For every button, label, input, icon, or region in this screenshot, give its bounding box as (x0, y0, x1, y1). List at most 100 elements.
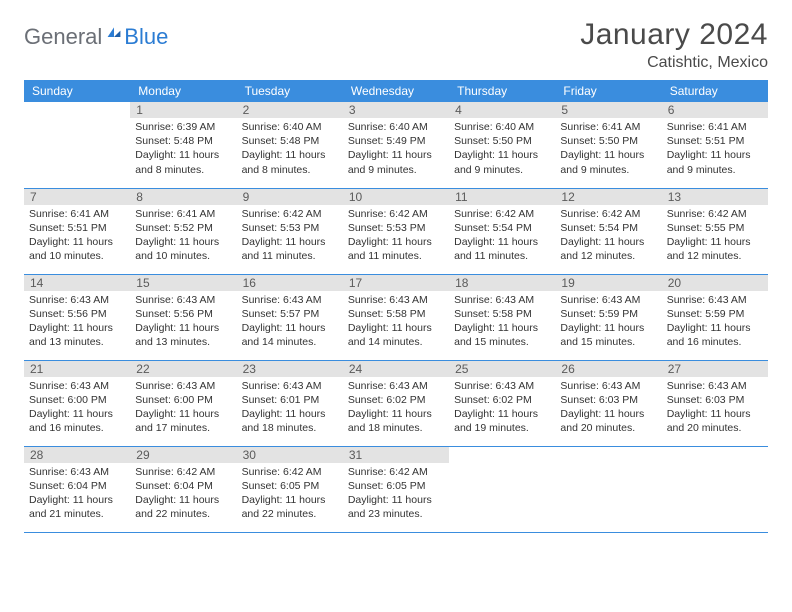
day-info: Sunrise: 6:43 AMSunset: 6:03 PMDaylight:… (555, 377, 661, 440)
day-info: Sunrise: 6:43 AMSunset: 6:00 PMDaylight:… (130, 377, 236, 440)
day-info: Sunrise: 6:43 AMSunset: 6:02 PMDaylight:… (449, 377, 555, 440)
weekday-header: Monday (130, 80, 236, 102)
day-number: 9 (237, 189, 343, 205)
calendar-body: 1Sunrise: 6:39 AMSunset: 5:48 PMDaylight… (24, 102, 768, 532)
day-number: 1 (130, 102, 236, 118)
calendar-day-cell: 31Sunrise: 6:42 AMSunset: 6:05 PMDayligh… (343, 446, 449, 532)
day-info: Sunrise: 6:43 AMSunset: 5:59 PMDaylight:… (555, 291, 661, 354)
day-number: 5 (555, 102, 661, 118)
calendar-week-row: 28Sunrise: 6:43 AMSunset: 6:04 PMDayligh… (24, 446, 768, 532)
day-info: Sunrise: 6:43 AMSunset: 5:56 PMDaylight:… (24, 291, 130, 354)
day-info: Sunrise: 6:41 AMSunset: 5:51 PMDaylight:… (662, 118, 768, 181)
day-info: Sunrise: 6:42 AMSunset: 6:05 PMDaylight:… (343, 463, 449, 526)
day-number: 11 (449, 189, 555, 205)
day-number: 29 (130, 447, 236, 463)
calendar-day-cell: 14Sunrise: 6:43 AMSunset: 5:56 PMDayligh… (24, 274, 130, 360)
day-number: 13 (662, 189, 768, 205)
location-label: Catishtic, Mexico (580, 54, 768, 72)
day-number: 28 (24, 447, 130, 463)
day-number: 30 (237, 447, 343, 463)
calendar-day-cell: 18Sunrise: 6:43 AMSunset: 5:58 PMDayligh… (449, 274, 555, 360)
title-block: January 2024 Catishtic, Mexico (580, 18, 768, 72)
day-number: 12 (555, 189, 661, 205)
day-info: Sunrise: 6:40 AMSunset: 5:49 PMDaylight:… (343, 118, 449, 181)
day-number: 25 (449, 361, 555, 377)
calendar-day-cell: 22Sunrise: 6:43 AMSunset: 6:00 PMDayligh… (130, 360, 236, 446)
logo-text-blue: Blue (124, 24, 168, 50)
day-info: Sunrise: 6:42 AMSunset: 5:55 PMDaylight:… (662, 205, 768, 268)
calendar-day-cell: 16Sunrise: 6:43 AMSunset: 5:57 PMDayligh… (237, 274, 343, 360)
calendar-day-cell: 1Sunrise: 6:39 AMSunset: 5:48 PMDaylight… (130, 102, 236, 188)
day-info: Sunrise: 6:41 AMSunset: 5:52 PMDaylight:… (130, 205, 236, 268)
day-info: Sunrise: 6:43 AMSunset: 5:57 PMDaylight:… (237, 291, 343, 354)
day-number: 22 (130, 361, 236, 377)
weekday-header: Thursday (449, 80, 555, 102)
header: General Blue January 2024 Catishtic, Mex… (24, 18, 768, 72)
day-number: 26 (555, 361, 661, 377)
day-number: 3 (343, 102, 449, 118)
day-number: 2 (237, 102, 343, 118)
day-info: Sunrise: 6:39 AMSunset: 5:48 PMDaylight:… (130, 118, 236, 181)
weekday-header: Wednesday (343, 80, 449, 102)
day-info: Sunrise: 6:42 AMSunset: 5:54 PMDaylight:… (555, 205, 661, 268)
calendar-day-cell: 5Sunrise: 6:41 AMSunset: 5:50 PMDaylight… (555, 102, 661, 188)
calendar-day-cell: 25Sunrise: 6:43 AMSunset: 6:02 PMDayligh… (449, 360, 555, 446)
day-info: Sunrise: 6:41 AMSunset: 5:50 PMDaylight:… (555, 118, 661, 181)
calendar-day-cell: 28Sunrise: 6:43 AMSunset: 6:04 PMDayligh… (24, 446, 130, 532)
page-title: January 2024 (580, 18, 768, 52)
day-info: Sunrise: 6:43 AMSunset: 5:56 PMDaylight:… (130, 291, 236, 354)
calendar-day-cell (662, 446, 768, 532)
day-info: Sunrise: 6:43 AMSunset: 5:58 PMDaylight:… (343, 291, 449, 354)
day-info: Sunrise: 6:43 AMSunset: 6:03 PMDaylight:… (662, 377, 768, 440)
calendar-day-cell (555, 446, 661, 532)
calendar-day-cell: 7Sunrise: 6:41 AMSunset: 5:51 PMDaylight… (24, 188, 130, 274)
calendar-day-cell: 26Sunrise: 6:43 AMSunset: 6:03 PMDayligh… (555, 360, 661, 446)
day-number: 4 (449, 102, 555, 118)
day-info: Sunrise: 6:43 AMSunset: 6:04 PMDaylight:… (24, 463, 130, 526)
calendar-week-row: 14Sunrise: 6:43 AMSunset: 5:56 PMDayligh… (24, 274, 768, 360)
calendar-day-cell: 2Sunrise: 6:40 AMSunset: 5:48 PMDaylight… (237, 102, 343, 188)
calendar-day-cell: 10Sunrise: 6:42 AMSunset: 5:53 PMDayligh… (343, 188, 449, 274)
day-info: Sunrise: 6:42 AMSunset: 5:53 PMDaylight:… (237, 205, 343, 268)
calendar-day-cell: 12Sunrise: 6:42 AMSunset: 5:54 PMDayligh… (555, 188, 661, 274)
day-info: Sunrise: 6:41 AMSunset: 5:51 PMDaylight:… (24, 205, 130, 268)
day-number: 17 (343, 275, 449, 291)
calendar-day-cell: 27Sunrise: 6:43 AMSunset: 6:03 PMDayligh… (662, 360, 768, 446)
calendar-day-cell: 29Sunrise: 6:42 AMSunset: 6:04 PMDayligh… (130, 446, 236, 532)
calendar-day-cell: 23Sunrise: 6:43 AMSunset: 6:01 PMDayligh… (237, 360, 343, 446)
calendar-day-cell: 11Sunrise: 6:42 AMSunset: 5:54 PMDayligh… (449, 188, 555, 274)
calendar-day-cell: 30Sunrise: 6:42 AMSunset: 6:05 PMDayligh… (237, 446, 343, 532)
day-number: 7 (24, 189, 130, 205)
calendar-week-row: 21Sunrise: 6:43 AMSunset: 6:00 PMDayligh… (24, 360, 768, 446)
day-info: Sunrise: 6:43 AMSunset: 6:02 PMDaylight:… (343, 377, 449, 440)
logo: General Blue (24, 24, 168, 50)
day-number: 14 (24, 275, 130, 291)
calendar-day-cell: 9Sunrise: 6:42 AMSunset: 5:53 PMDaylight… (237, 188, 343, 274)
day-number: 27 (662, 361, 768, 377)
day-info: Sunrise: 6:40 AMSunset: 5:50 PMDaylight:… (449, 118, 555, 181)
calendar-day-cell: 24Sunrise: 6:43 AMSunset: 6:02 PMDayligh… (343, 360, 449, 446)
calendar-day-cell (449, 446, 555, 532)
day-number: 20 (662, 275, 768, 291)
calendar-table: SundayMondayTuesdayWednesdayThursdayFrid… (24, 80, 768, 533)
day-info: Sunrise: 6:43 AMSunset: 6:01 PMDaylight:… (237, 377, 343, 440)
day-number: 10 (343, 189, 449, 205)
day-number: 6 (662, 102, 768, 118)
calendar-day-cell: 6Sunrise: 6:41 AMSunset: 5:51 PMDaylight… (662, 102, 768, 188)
day-info: Sunrise: 6:42 AMSunset: 6:04 PMDaylight:… (130, 463, 236, 526)
day-info: Sunrise: 6:43 AMSunset: 6:00 PMDaylight:… (24, 377, 130, 440)
day-info: Sunrise: 6:42 AMSunset: 6:05 PMDaylight:… (237, 463, 343, 526)
day-number: 19 (555, 275, 661, 291)
weekday-header: Saturday (662, 80, 768, 102)
weekday-header: Sunday (24, 80, 130, 102)
day-info: Sunrise: 6:43 AMSunset: 5:59 PMDaylight:… (662, 291, 768, 354)
day-number: 15 (130, 275, 236, 291)
day-info: Sunrise: 6:43 AMSunset: 5:58 PMDaylight:… (449, 291, 555, 354)
calendar-day-cell: 21Sunrise: 6:43 AMSunset: 6:00 PMDayligh… (24, 360, 130, 446)
logo-text-general: General (24, 24, 102, 50)
calendar-day-cell: 8Sunrise: 6:41 AMSunset: 5:52 PMDaylight… (130, 188, 236, 274)
day-number: 8 (130, 189, 236, 205)
calendar-day-cell: 17Sunrise: 6:43 AMSunset: 5:58 PMDayligh… (343, 274, 449, 360)
calendar-day-cell (24, 102, 130, 188)
day-number: 23 (237, 361, 343, 377)
